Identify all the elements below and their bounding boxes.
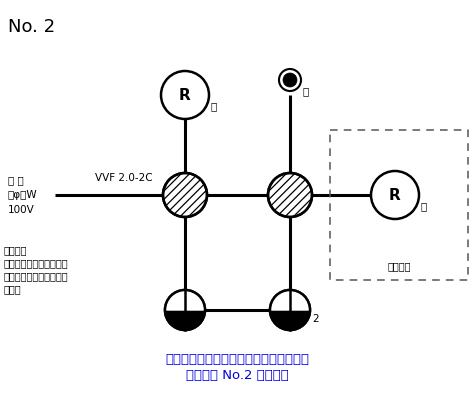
Text: ｲ: ｲ [211,101,217,111]
Text: ランプ）は，常時点灯と: ランプ）は，常時点灯と [4,271,69,281]
Text: する。: する。 [4,284,22,294]
Circle shape [283,73,297,87]
Text: ｲ: ｲ [421,201,427,211]
Circle shape [270,290,310,330]
Text: １φ２W: １φ２W [8,190,37,200]
Polygon shape [165,290,205,310]
Text: 100V: 100V [8,205,35,215]
Text: 2: 2 [312,314,319,324]
Circle shape [279,69,301,91]
Polygon shape [270,290,310,310]
Text: 候補問題 No.2 の単線図: 候補問題 No.2 の単線図 [186,369,288,382]
Text: 令和２年度第二種電気工事士技能試験の: 令和２年度第二種電気工事士技能試験の [165,353,309,366]
Circle shape [371,171,419,219]
Circle shape [165,290,205,330]
Text: R: R [389,188,401,203]
Text: VVF 2.0-2C: VVF 2.0-2C [95,173,153,183]
Text: 電 源: 電 源 [8,175,24,185]
Text: ｲ: ｲ [303,86,309,96]
Text: （特記）: （特記） [4,245,27,255]
Text: R: R [179,87,191,103]
Circle shape [268,173,312,217]
Circle shape [163,173,207,217]
Text: 確認表示灯（パイロット: 確認表示灯（パイロット [4,258,69,268]
Circle shape [161,71,209,119]
Text: No. 2: No. 2 [8,18,55,36]
Text: 施工省略: 施工省略 [387,261,411,271]
